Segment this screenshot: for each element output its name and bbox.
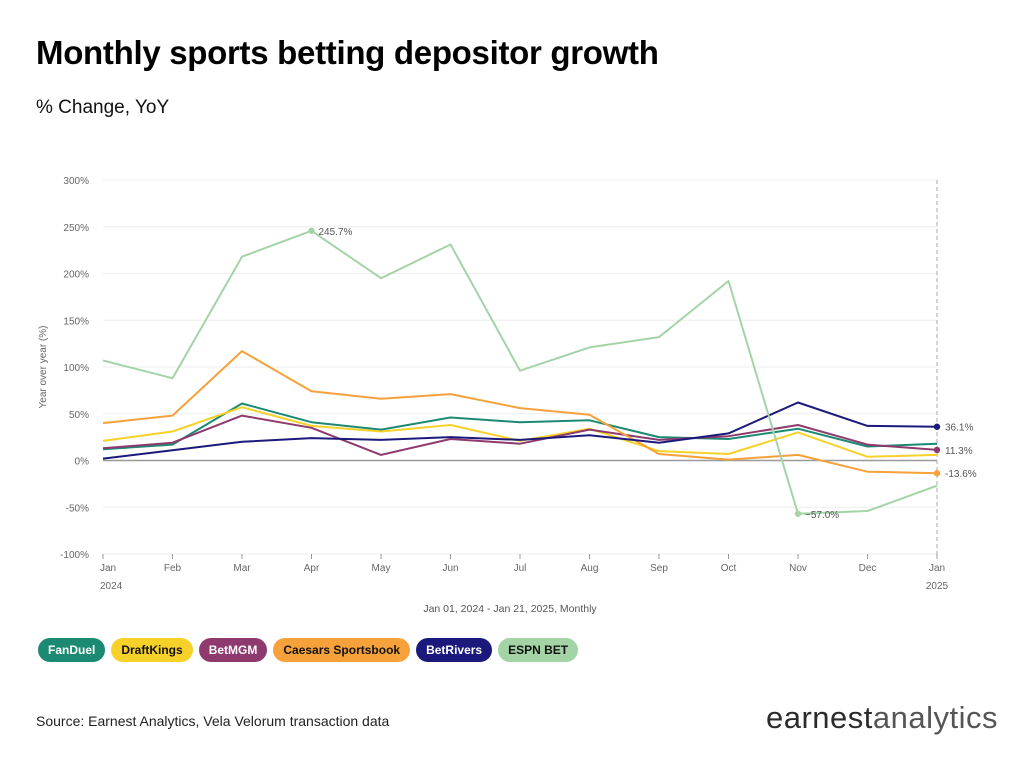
series-line-betrivers <box>102 401 938 460</box>
y-axis-title: Year over year (%) <box>38 326 49 409</box>
x-tick-label: Sep <box>650 563 668 574</box>
x-tick-label: Jan <box>929 563 945 574</box>
line-chart: -100% -50% 0% 50% 100% 150% 200% 250% 300% Year o… <box>38 176 977 615</box>
y-tick-label: 300% <box>63 176 89 187</box>
annotation-label: 245.7% <box>319 227 353 238</box>
legend-item-caesars-sportsbook[interactable]: Caesars Sportsbook <box>273 638 411 662</box>
x-tick-label: Aug <box>581 563 599 574</box>
y-tick-label: 0% <box>75 457 90 468</box>
x-tick-sublabel: 2024 <box>100 581 123 592</box>
y-tick-label: 150% <box>63 316 89 327</box>
series-line-fanduel <box>102 402 938 451</box>
source-note: Source: Earnest Analytics, Vela Velorum … <box>36 713 390 729</box>
x-axis-title: Jan 01, 2024 - Jan 21, 2025, Monthly <box>423 603 597 615</box>
x-tick-label: Jun <box>442 563 458 574</box>
x-tick-label: Oct <box>721 563 737 574</box>
x-tick-label: Apr <box>304 563 320 574</box>
annotation-dot <box>308 227 315 234</box>
y-tick-label: -50% <box>66 503 89 514</box>
brand-word-analytics: analytics <box>872 700 998 735</box>
legend-item-espn-bet[interactable]: ESPN BET <box>498 638 579 662</box>
y-tick-label: 100% <box>63 363 89 374</box>
annotation-dot <box>933 446 941 454</box>
annotation-label: 36.1% <box>945 423 973 434</box>
legend-item-draftkings[interactable]: DraftKings <box>111 638 193 662</box>
x-tick-label: Feb <box>164 563 182 574</box>
annotation-dot <box>794 510 802 517</box>
x-tick-label: May <box>372 563 391 574</box>
series-line-draftkings <box>102 406 938 458</box>
x-tick-label: Jan <box>100 563 116 574</box>
x-tick-sublabel: 2025 <box>926 581 949 592</box>
x-tick-label: Mar <box>233 563 251 574</box>
annotation-dot <box>933 470 941 477</box>
annotation-label: −57.0% <box>805 510 839 521</box>
y-tick-label: -100% <box>60 550 89 561</box>
x-tick-label: Nov <box>789 563 807 574</box>
annotation-label: 11.3% <box>945 446 973 457</box>
series-line-betmgm <box>102 414 938 456</box>
legend: FanDuel DraftKings BetMGM Caesars Sportsboo… <box>38 638 579 662</box>
chart-subtitle: % Change, YoY <box>36 97 170 118</box>
series-line-caesars-sportsbook <box>102 350 938 475</box>
brand-logo: earnestanalytics <box>766 700 998 736</box>
y-tick-label: 250% <box>63 223 89 234</box>
chart-title: Monthly sports betting depositor growth <box>36 34 659 71</box>
annotation-label: -13.6% <box>945 469 977 480</box>
annotation-dot <box>933 423 941 430</box>
legend-item-betrivers[interactable]: BetRivers <box>416 638 493 662</box>
brand-word-earnest: earnest <box>765 700 873 735</box>
x-tick-label: Dec <box>859 563 877 574</box>
x-tick-label: Jul <box>514 563 527 574</box>
legend-item-betmgm[interactable]: BetMGM <box>198 638 268 662</box>
legend-item-fanduel[interactable]: FanDuel <box>38 638 106 662</box>
y-tick-label: 200% <box>63 270 89 281</box>
y-tick-label: 50% <box>69 410 89 421</box>
